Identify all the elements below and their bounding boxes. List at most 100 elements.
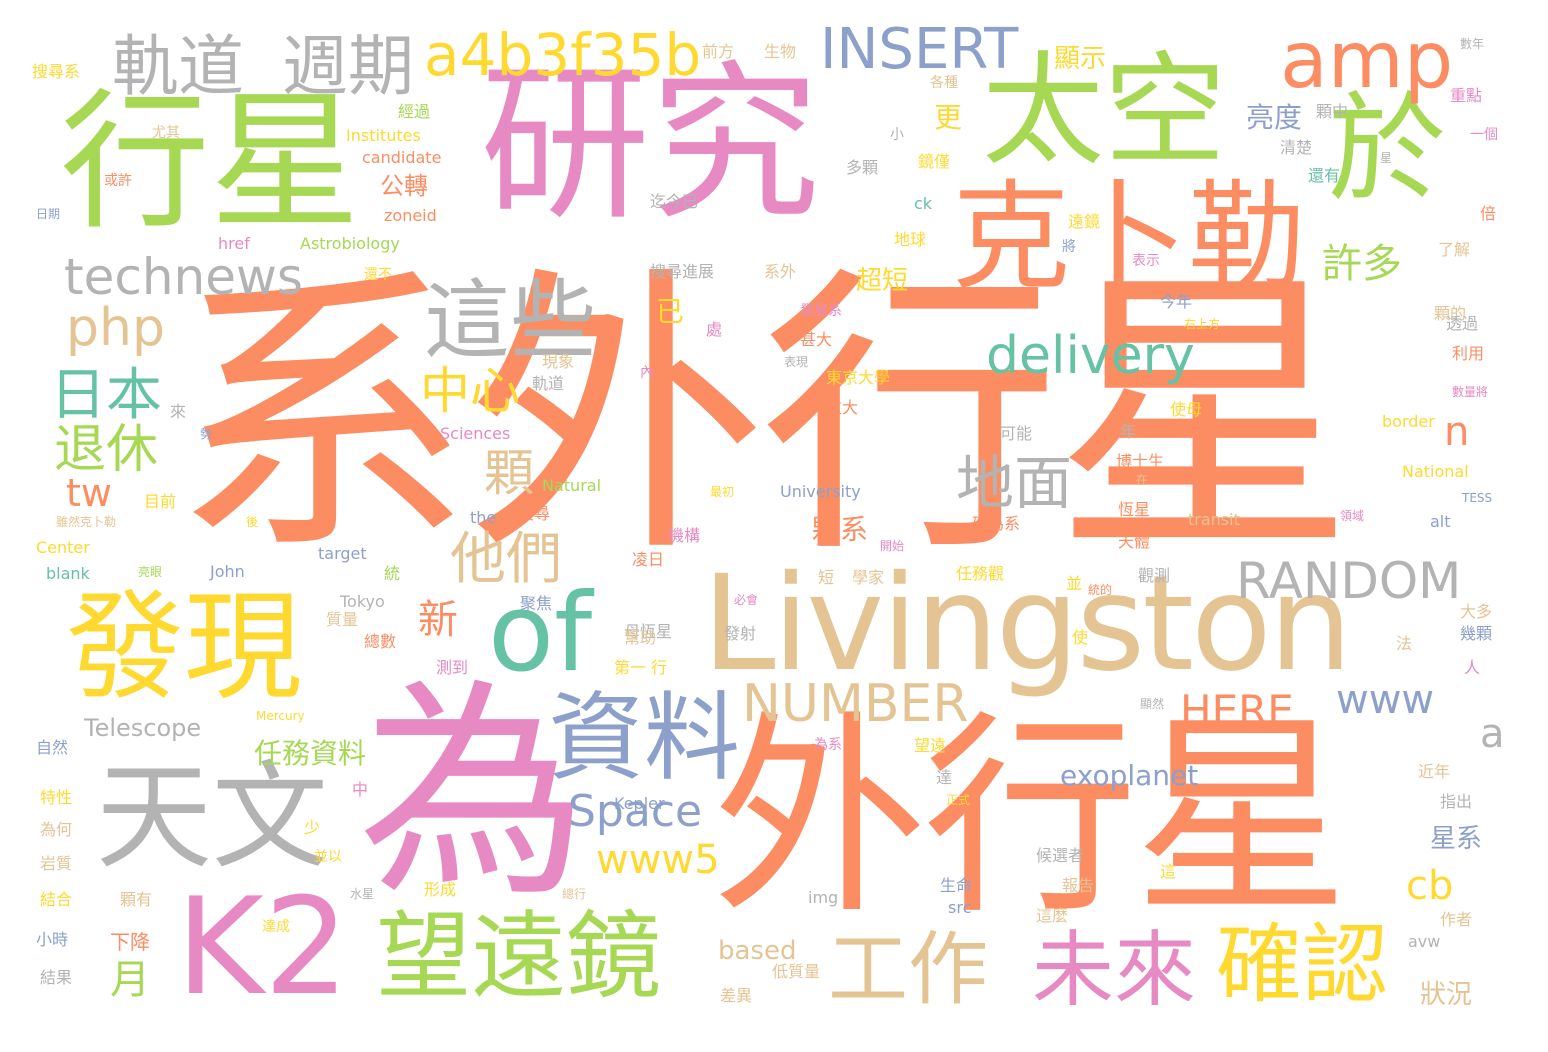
word-and: 並 [1066,574,1083,593]
word-front: 前方 [702,42,735,61]
word-already: 已 [656,295,685,328]
word-author: 作者 [1440,910,1473,929]
word-php: php [66,298,165,358]
word-brightness: 亮度 [1246,101,1303,134]
word-performance: 表現 [784,355,809,369]
word-celestial: 天體 [1118,532,1151,551]
word-pass: 經過 [398,102,431,121]
word-www5: www5 [596,837,720,883]
word-develop: 發展系 [800,303,842,319]
word-tokyo: Tokyo [340,592,385,611]
word-so-far: 迄今已 [650,192,699,211]
word-telescope-en: Telescope [84,714,202,742]
word-will: 將 [1062,239,1076,255]
word-alt: alt [1430,512,1451,531]
word-various: 各種 [930,75,958,91]
word-href: href [218,234,250,253]
word-host-star: 母恆星 [624,622,673,641]
word-institution: 機構 [668,526,701,545]
word-mirror-only: 鏡僅 [918,152,951,171]
word-diff: 差異 [720,986,753,1005]
word-number: NUMBER [742,674,969,734]
word-natural: Natural [542,476,602,495]
word-focus: 聚焦 [520,594,553,613]
word-university: University [780,482,861,501]
word-here: HERE [1180,686,1294,735]
word-total: 總數 [364,632,397,651]
word-point-out: 指出 [1440,792,1473,811]
word-decline: 下降 [110,930,150,954]
word-search-progress: 搜尋進展 [650,262,715,281]
word-after: 後 [246,515,259,529]
word-ke-system: 顆系 [812,513,869,546]
word-discover: 發現 [66,578,303,716]
word-cb: cb [1406,863,1454,909]
word-ground: 地面 [956,449,1073,517]
word-also-have: 還有 [1308,166,1341,185]
word-avw: avw [1408,932,1441,951]
word-ck: ck [914,194,933,213]
word-system-of: 統的 [1088,583,1113,597]
word-date: 日期 [36,207,61,221]
word-japan: 日本 [50,363,162,428]
word-property: 特性 [40,788,73,807]
word-center-en: Center [36,538,90,557]
word-mass: 質量 [326,610,359,629]
word-one: 一個 [1470,127,1498,143]
word-these: 這些 [424,271,596,371]
word-small: 小 [890,127,904,143]
word-multiple: 多顆 [846,158,879,177]
word-kepler-cn: 克卜勒 [952,168,1307,306]
word-through: 透過 [1446,314,1479,333]
word-based: based [718,936,797,966]
word-livingston: Livingston [702,547,1352,701]
word-this-year: 今年 [1160,292,1193,311]
word-phenomenon: 現象 [542,352,575,371]
word-wei: 為 [358,661,589,928]
word-candidate: candidate [362,148,442,167]
word-recent: 近年 [1418,762,1451,781]
word-make: 使 [1072,628,1089,647]
word-insert: INSERT [820,17,1019,82]
word-count-will: 數量將 [1452,385,1489,399]
word-retire: 退休 [54,420,159,480]
word-yu: 於 [1328,80,1447,218]
word-and-with: 並以 [314,849,342,865]
word-achieve: 達成 [262,919,290,935]
word-exoplanet-lower: 外行星 [712,692,1349,943]
word-key: 重點 [1450,86,1483,105]
word-a: a [1480,711,1505,757]
word-space-cn: 太空 [982,40,1226,182]
word-planet: 行星 [60,76,361,250]
word-use: 利用 [1452,344,1485,363]
word-tong: 統 [384,564,401,583]
word-mission-data: 任務資料 [254,737,367,770]
word-far: 望遠 [914,736,947,755]
word-several: 幾顆 [1460,624,1493,643]
word-year: 年 [1120,422,1137,441]
word-far-mirror: 遠鏡 [1068,212,1101,231]
word-hash: a4b3f35b [424,21,702,89]
word-data: 資料 [548,682,740,794]
word-several-years: 數年 [1460,37,1485,51]
word-src: src [948,898,972,917]
word-search: 搜尋 [518,504,551,523]
word-blank: blank [46,564,90,583]
word-among: 顆中 [1316,102,1349,121]
word-reach: 達 [936,768,953,787]
word-combine: 結合 [40,890,73,909]
word-show: 顯示 [1054,44,1107,74]
word-hour: 小時 [36,930,69,949]
word-status: 狀況 [1420,980,1473,1010]
word-mercury-cn: 水星 [350,887,375,901]
word-astronomy: 天文 [96,750,328,885]
word-result: 結果 [40,968,73,987]
word-must: 必會 [734,593,759,607]
word-why: 為何 [40,820,73,839]
word-img: img [808,888,839,907]
word-galaxy: 星系 [1430,824,1483,854]
word-national: National [1402,462,1469,481]
word-border: border [1382,412,1435,431]
word-formal: 正式 [946,793,971,807]
